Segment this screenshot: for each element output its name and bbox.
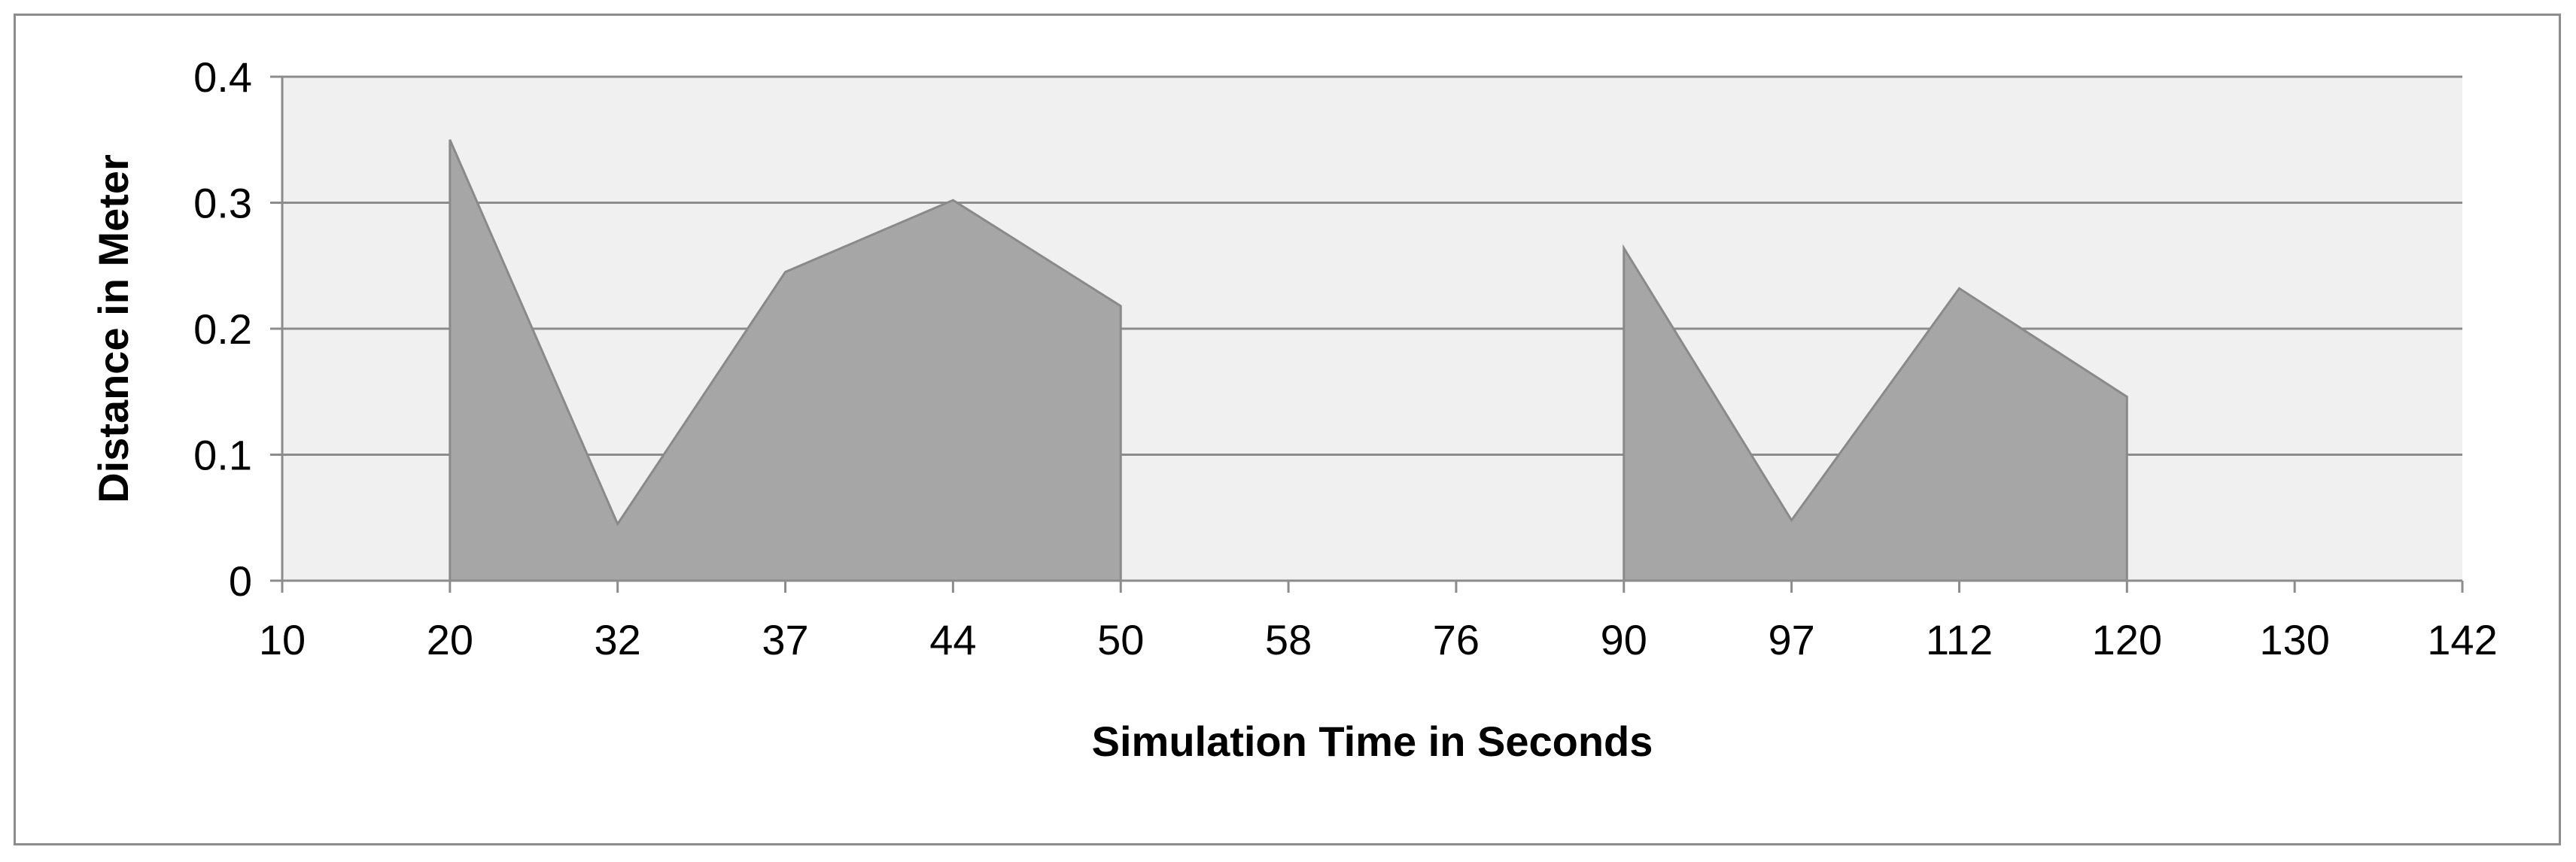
x-tick-label: 20	[427, 616, 473, 663]
y-tick-label: 0.1	[193, 432, 252, 479]
x-tick-label: 130	[2259, 616, 2329, 663]
x-tick-label: 50	[1097, 616, 1144, 663]
x-tick-label: 112	[1926, 616, 1993, 663]
y-tick-label: 0.2	[193, 305, 252, 353]
x-axis-title: Simulation Time in Seconds	[1092, 718, 1653, 765]
x-tick-label: 32	[595, 616, 641, 663]
x-tick-label: 90	[1601, 616, 1647, 663]
y-axis-title: Distance in Meter	[90, 154, 137, 503]
x-tick-label: 120	[2092, 616, 2162, 663]
x-tick-label: 37	[762, 616, 808, 663]
x-tick-label: 10	[259, 616, 306, 663]
x-tick-labels: 10 20 32 37 44 50 58 76 90 97 112 120 130 142	[259, 616, 2498, 663]
y-tick-label: 0.3	[193, 180, 252, 227]
y-tick-label: 0.4	[193, 53, 252, 101]
x-tick-label: 44	[929, 616, 976, 663]
area-segment	[449, 139, 1122, 582]
x-tick-label: 97	[1768, 616, 1814, 663]
y-tick-label: 0	[229, 557, 252, 605]
axes	[281, 77, 2464, 593]
x-tick-label: 58	[1265, 616, 1312, 663]
x-tick-label: 76	[1433, 616, 1480, 663]
y-tick-labels: 0 0.1 0.2 0.3 0.4	[193, 53, 252, 605]
x-tick-label: 142	[2427, 616, 2497, 663]
area-series	[449, 139, 2128, 582]
